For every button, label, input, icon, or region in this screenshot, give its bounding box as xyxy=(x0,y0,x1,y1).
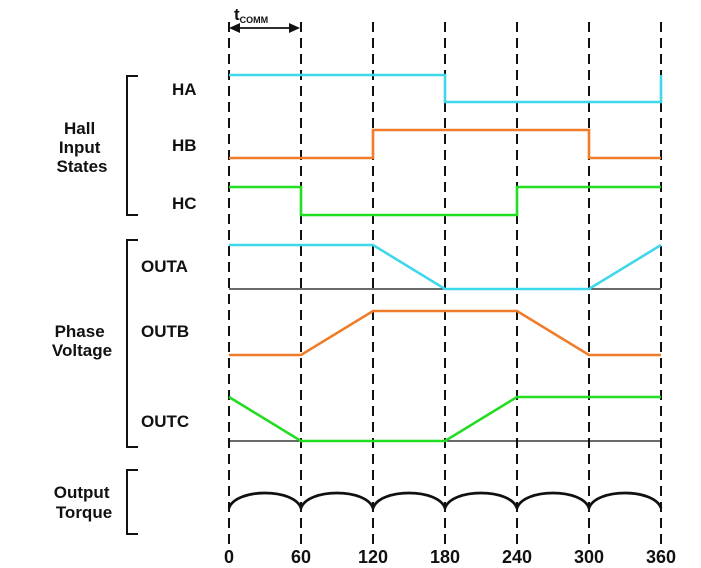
tick-label-60: 60 xyxy=(291,547,311,567)
tick-label-240: 240 xyxy=(502,547,532,567)
tcomm-arrow xyxy=(229,23,300,33)
hc-label: HC xyxy=(172,194,197,213)
phase-bracket xyxy=(126,239,138,448)
outa-label: OUTA xyxy=(141,257,188,276)
outb-waveform xyxy=(229,309,661,357)
hb-label: HB xyxy=(172,136,197,155)
output-torque-waveform xyxy=(227,491,663,513)
torque-group-label: Output Torque xyxy=(54,483,114,522)
outb-label: OUTB xyxy=(141,322,189,341)
tick-label-180: 180 xyxy=(430,547,460,567)
hb-waveform xyxy=(229,128,661,160)
ha-waveform xyxy=(229,73,663,104)
hall-bracket xyxy=(126,75,138,216)
torque-bracket xyxy=(126,469,138,535)
outc-label: OUTC xyxy=(141,412,189,431)
hc-waveform xyxy=(229,185,661,217)
dashed-guide-lines xyxy=(228,22,662,545)
outc-waveform xyxy=(228,395,661,443)
tick-label-0: 0 xyxy=(224,547,234,567)
ha-label: HA xyxy=(172,80,197,99)
waveforms xyxy=(228,73,663,443)
phase-group-label: Phase Voltage xyxy=(52,322,112,360)
hall-group-label: Hall Input States xyxy=(56,119,107,176)
tick-label-120: 120 xyxy=(358,547,388,567)
tick-label-300: 300 xyxy=(574,547,604,567)
tick-label-360: 360 xyxy=(646,547,676,567)
outa-waveform xyxy=(229,243,662,291)
tcomm-label: tCOMM xyxy=(234,5,268,25)
angle-tick-labels: 0 60 120 180 240 300 360 xyxy=(224,547,676,567)
group-brackets xyxy=(126,75,138,535)
